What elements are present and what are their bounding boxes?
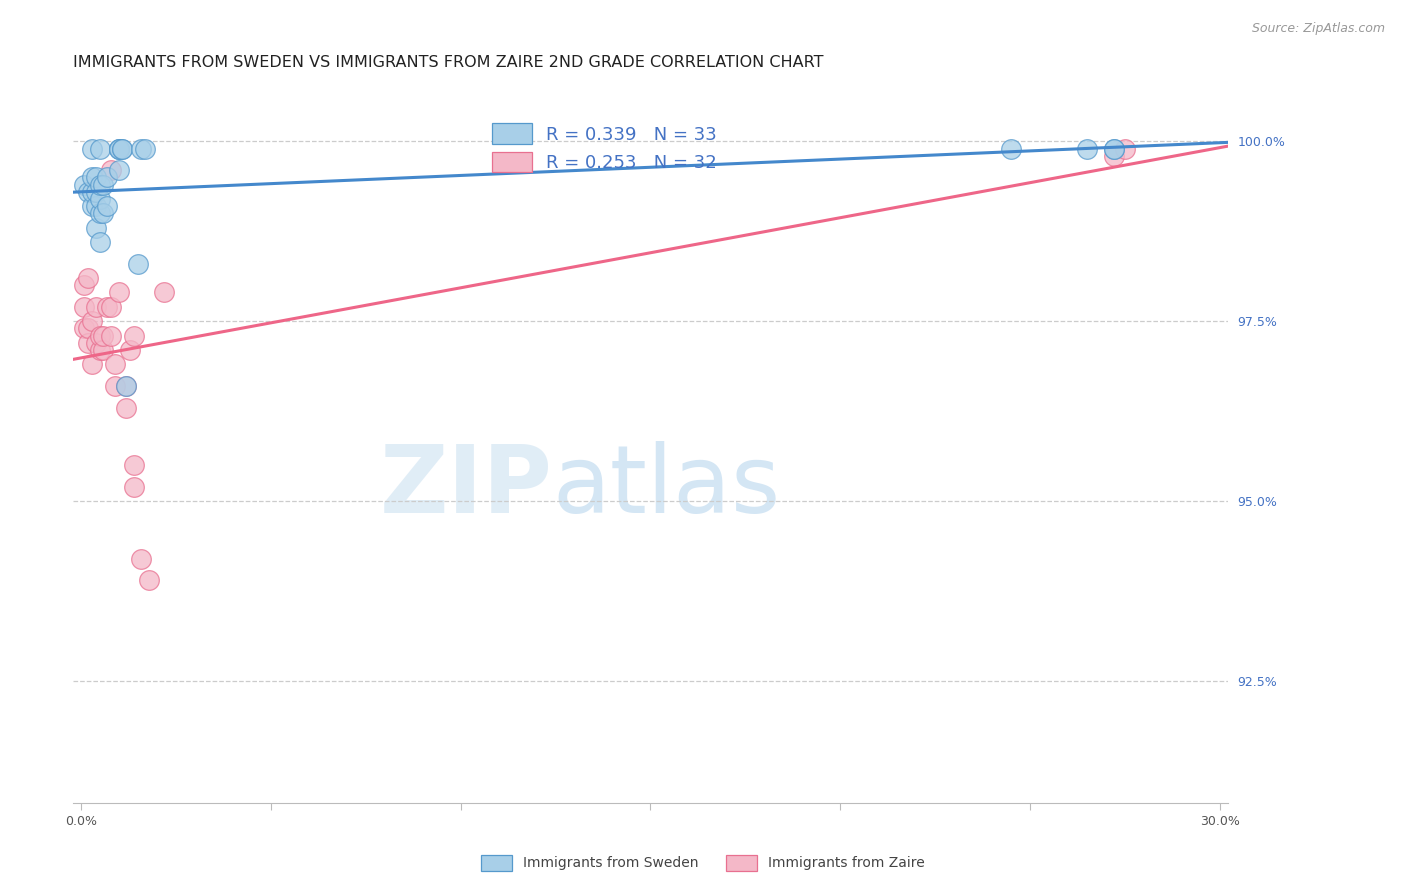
Point xyxy=(93,328,115,343)
Point xyxy=(89,343,111,357)
Point xyxy=(1114,142,1136,156)
Point xyxy=(100,163,122,178)
Point xyxy=(89,192,111,206)
Point xyxy=(77,335,100,350)
Point xyxy=(111,142,134,156)
Point xyxy=(84,300,107,314)
Point xyxy=(96,170,118,185)
Point xyxy=(80,199,103,213)
Point xyxy=(93,178,115,192)
Point xyxy=(134,142,156,156)
Point xyxy=(122,328,145,343)
Point xyxy=(107,163,129,178)
Point xyxy=(73,178,96,192)
Point xyxy=(1102,142,1125,156)
Point xyxy=(115,379,138,393)
Point xyxy=(89,206,111,220)
Point xyxy=(89,178,111,192)
Point xyxy=(122,458,145,472)
Point xyxy=(77,271,100,285)
Point xyxy=(80,314,103,328)
Point xyxy=(89,328,111,343)
Text: ZIP: ZIP xyxy=(380,441,553,533)
Point xyxy=(1000,142,1022,156)
Point xyxy=(107,142,129,156)
Point xyxy=(80,170,103,185)
Point xyxy=(1102,142,1125,156)
Point xyxy=(93,206,115,220)
Point xyxy=(77,185,100,199)
Point xyxy=(131,551,153,566)
Text: atlas: atlas xyxy=(553,441,780,533)
Point xyxy=(107,285,129,300)
Point xyxy=(131,142,153,156)
Point xyxy=(1102,149,1125,163)
Point xyxy=(84,185,107,199)
Point xyxy=(153,285,176,300)
Point xyxy=(1076,142,1098,156)
Point xyxy=(104,357,127,371)
Point xyxy=(111,142,134,156)
Point xyxy=(100,300,122,314)
Point xyxy=(118,343,141,357)
Point xyxy=(80,142,103,156)
Text: IMMIGRANTS FROM SWEDEN VS IMMIGRANTS FROM ZAIRE 2ND GRADE CORRELATION CHART: IMMIGRANTS FROM SWEDEN VS IMMIGRANTS FRO… xyxy=(73,55,824,70)
Point xyxy=(115,401,138,415)
Legend: Immigrants from Sweden, Immigrants from Zaire: Immigrants from Sweden, Immigrants from … xyxy=(475,849,931,876)
Text: Source: ZipAtlas.com: Source: ZipAtlas.com xyxy=(1251,22,1385,36)
Point xyxy=(138,573,160,587)
Legend: R = 0.339   N = 33, R = 0.253   N = 32: R = 0.339 N = 33, R = 0.253 N = 32 xyxy=(482,114,725,181)
Point xyxy=(122,480,145,494)
Point xyxy=(84,220,107,235)
Point xyxy=(93,343,115,357)
Point xyxy=(104,379,127,393)
Point xyxy=(115,379,138,393)
Point xyxy=(96,300,118,314)
Point xyxy=(84,199,107,213)
Point xyxy=(100,328,122,343)
Point xyxy=(107,142,129,156)
Point xyxy=(84,170,107,185)
Point xyxy=(80,185,103,199)
Point xyxy=(73,300,96,314)
Point xyxy=(73,278,96,293)
Point xyxy=(96,199,118,213)
Point xyxy=(89,142,111,156)
Point xyxy=(77,321,100,335)
Point xyxy=(80,357,103,371)
Point xyxy=(73,321,96,335)
Point xyxy=(107,142,129,156)
Point xyxy=(84,335,107,350)
Point xyxy=(89,235,111,249)
Point xyxy=(127,257,149,271)
